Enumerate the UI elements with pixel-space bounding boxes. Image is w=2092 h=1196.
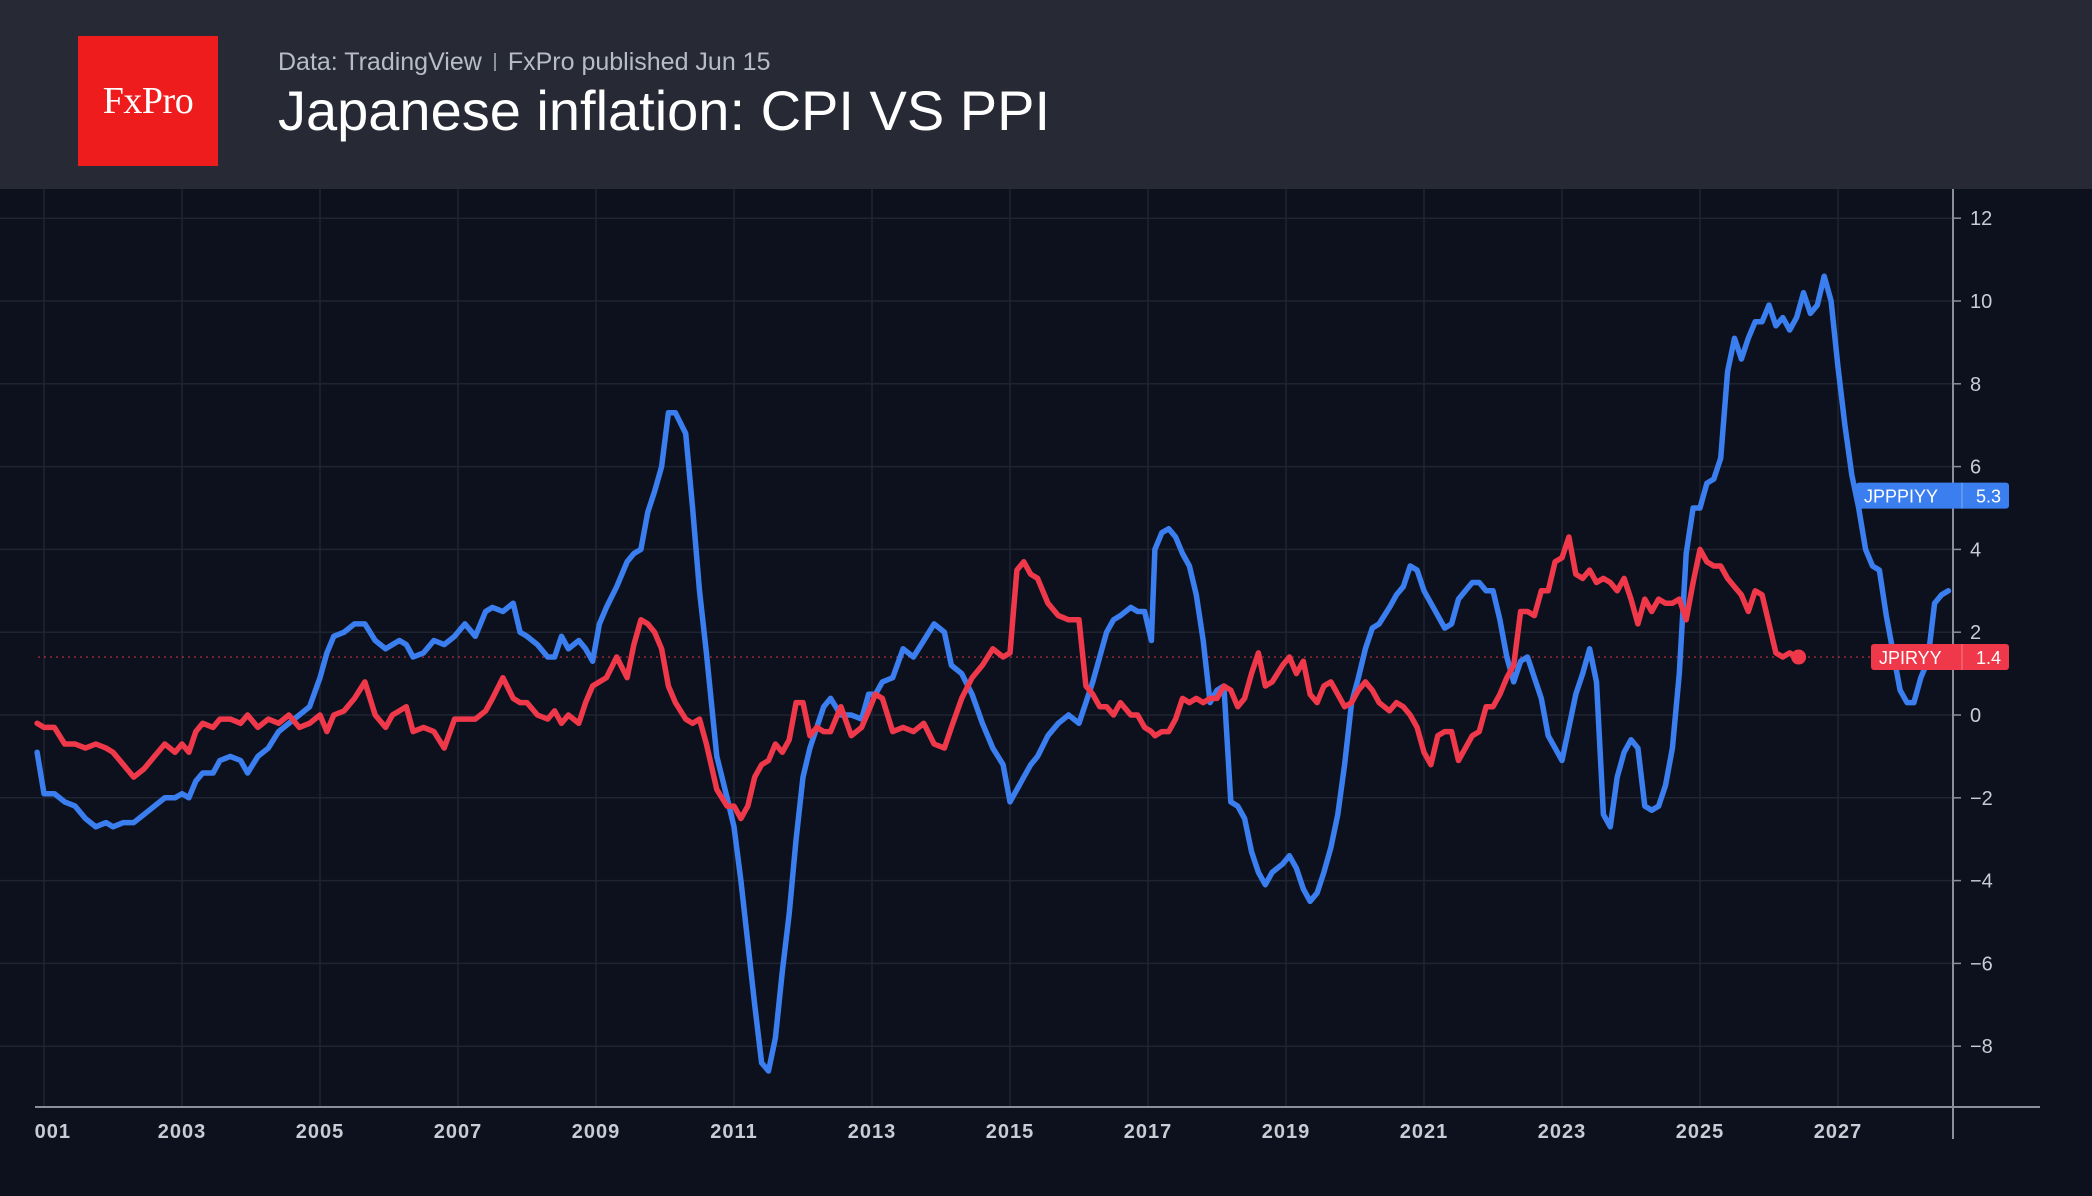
header-bar: FxPro Data: TradingView FxPro published J… [0, 0, 2092, 189]
line-chart: 001 2003 2005 2007 2009 2011 2013 2015 2017 2019 2… [0, 189, 2040, 1143]
y-tick-label: 10 [1970, 291, 1992, 313]
y-tick-label: −6 [1970, 953, 1993, 975]
x-tick-label: 2013 [848, 1121, 897, 1143]
x-tick-label: 001 [35, 1121, 71, 1143]
value-tag-jpiryy [1871, 644, 2009, 671]
chart-title: Japanese inflation: CPI VS PPI [278, 79, 1050, 142]
last-value-labels: JPPPIYY 5.3 JPIRYY 1.4 [1856, 482, 2009, 671]
x-tick-label: 2007 [434, 1121, 483, 1143]
x-tick-label: 2009 [572, 1121, 621, 1143]
y-tick-label: 2 [1970, 622, 1981, 644]
y-tick-label: 12 [1970, 208, 1992, 230]
data-source: Data: TradingView [278, 48, 482, 76]
logo-text: FxPro [102, 80, 194, 122]
separator [493, 53, 496, 71]
x-tick-label: 2005 [296, 1121, 345, 1143]
cpi-end-marker [1791, 649, 1807, 665]
y-tick-label: 6 [1970, 457, 1981, 479]
y-tick-label: −2 [1970, 788, 1993, 810]
axes: 001 2003 2005 2007 2009 2011 2013 2015 2017 2019 2… [35, 189, 2040, 1143]
x-tick-label: 2023 [1538, 1121, 1587, 1143]
grid [0, 189, 1953, 1107]
x-tick-label: 2017 [1124, 1121, 1173, 1143]
tag-value: 1.4 [1976, 648, 2001, 668]
x-tick-label: 2021 [1400, 1121, 1449, 1143]
x-tick-label: 2025 [1676, 1121, 1725, 1143]
tag-series-name: JPPPIYY [1864, 487, 1938, 507]
value-tag-jpppiyy [1856, 482, 2009, 509]
x-tick-label: 2019 [1262, 1121, 1311, 1143]
y-tick-label: 0 [1970, 705, 1981, 727]
fxpro-logo: FxPro [78, 36, 218, 166]
publish-info: FxPro published Jun 15 [507, 48, 771, 76]
x-tick-label: 2003 [158, 1121, 207, 1143]
series-line-jpiryy [34, 534, 1800, 822]
tag-value: 5.3 [1976, 487, 2001, 507]
tag-series-name: JPIRYY [1879, 648, 1942, 668]
y-tick-label: 8 [1970, 374, 1981, 396]
y-tick-label: −8 [1970, 1036, 1993, 1058]
series-lines [34, 273, 1952, 1074]
y-tick-label: −4 [1970, 871, 1993, 893]
x-tick-label: 2011 [710, 1121, 757, 1143]
x-tick-label: 2027 [1814, 1121, 1863, 1143]
y-tick-label: 4 [1970, 539, 1981, 561]
source-line: Data: TradingView FxPro published Jun 15 [278, 48, 771, 77]
x-tick-label: 2015 [986, 1121, 1035, 1143]
series-line-jpppiyy [34, 273, 1952, 1074]
